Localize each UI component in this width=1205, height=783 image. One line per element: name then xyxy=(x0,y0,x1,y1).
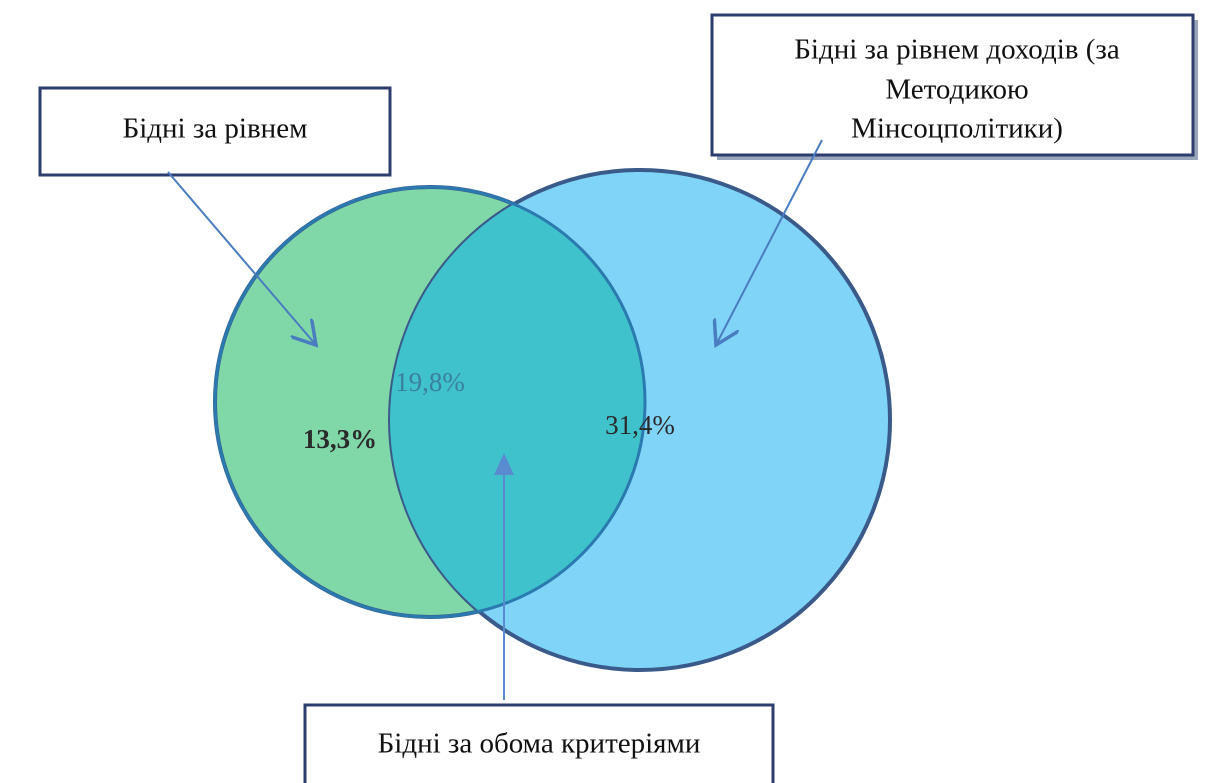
right-box-line: Мінсоцполітики) xyxy=(851,113,1063,145)
bottom-box xyxy=(303,703,775,783)
arrow xyxy=(167,171,316,345)
right-box-line: Методикою xyxy=(885,74,1028,106)
arrow xyxy=(716,139,823,345)
left-box xyxy=(38,86,392,177)
left-only-value: 13,3% xyxy=(303,424,377,454)
right-box xyxy=(710,13,1195,157)
right-box-line: Бідні за рівнем доходів (за xyxy=(794,34,1120,66)
overlap-region xyxy=(390,187,645,617)
bottom-box-label: Бідні за обома критеріями xyxy=(378,728,701,760)
overlap-value: 19,8% xyxy=(395,367,465,397)
green-circle-inner-edge xyxy=(213,185,647,619)
right-only-value: 31,4% xyxy=(605,410,675,440)
left-box-label: Бідні за рівнем xyxy=(123,113,308,145)
